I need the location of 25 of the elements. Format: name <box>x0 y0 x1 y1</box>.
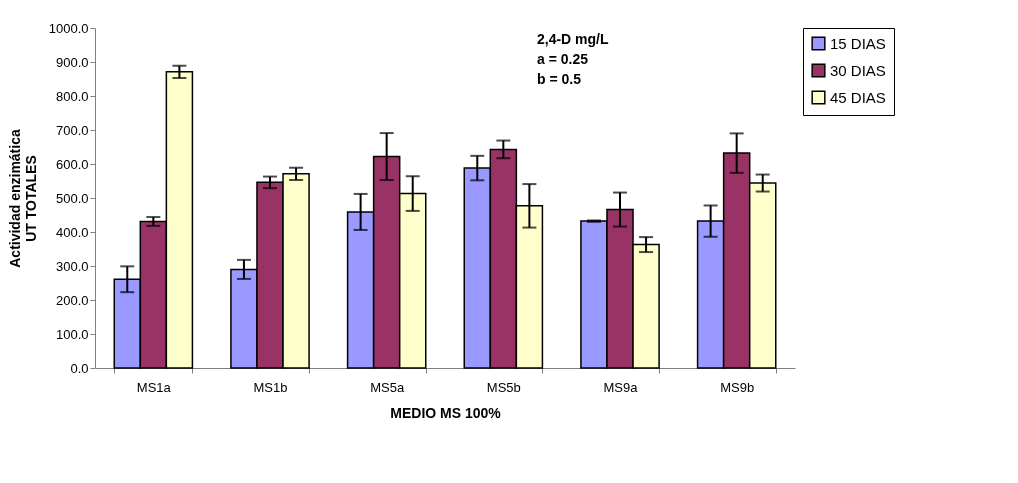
legend-label: 30 DIAS <box>830 61 886 79</box>
legend-label: 15 DIAS <box>830 34 886 52</box>
y-tick-label: 0.0 <box>70 360 89 376</box>
x-tick-label: MS9a <box>603 379 639 395</box>
x-tick-label: MS1b <box>253 379 288 395</box>
x-tick-label: MS9b <box>720 379 755 395</box>
y-tick-label: 1000.0 <box>48 20 89 36</box>
x-tick-label: MS1a <box>136 379 172 395</box>
x-tick-label: MS5b <box>486 379 521 395</box>
x-tick-label: MS5a <box>370 379 405 395</box>
y-tick-label: 600.0 <box>55 156 89 172</box>
legend-label: 45 DIAS <box>830 88 886 106</box>
x-axis-title: MEDIO MS 100% <box>390 404 502 421</box>
y-tick-label: 400.0 <box>55 224 89 240</box>
y-tick-label: 300.0 <box>55 258 89 274</box>
y-tick-label: 200.0 <box>55 292 89 308</box>
annotation: b = 0.5 <box>537 71 582 87</box>
y-tick-label: 700.0 <box>55 122 89 138</box>
annotation: 2,4-D mg/L <box>537 31 610 47</box>
y-tick-label: 500.0 <box>55 190 89 206</box>
y-tick-label: 100.0 <box>55 326 89 342</box>
annotation: a = 0.25 <box>537 51 589 67</box>
y-axis-title: Actividad enzimática UT TOTALES <box>6 129 39 268</box>
y-tick-label: 800.0 <box>55 88 89 104</box>
y-tick-label: 900.0 <box>55 54 89 70</box>
